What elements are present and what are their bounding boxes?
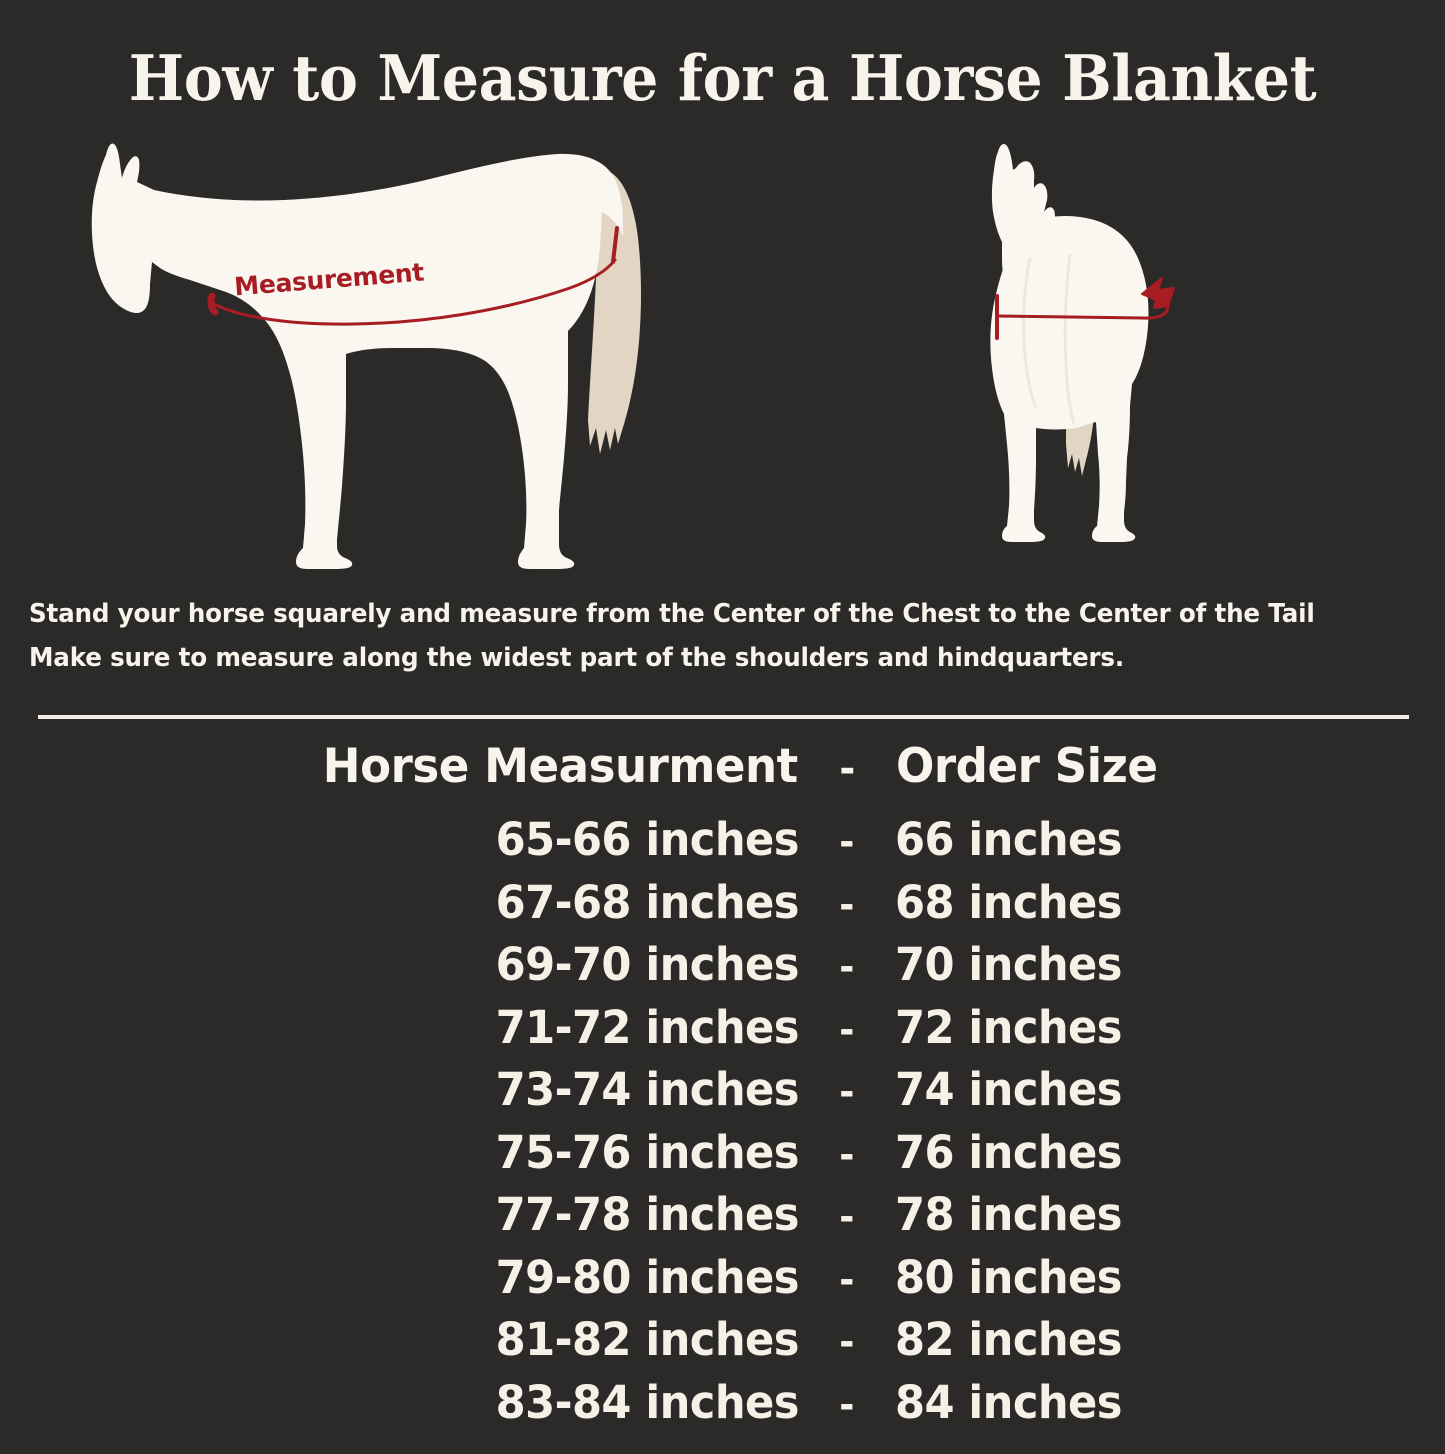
cell-measurement: 81-82 inches [495,1313,799,1366]
section-divider [38,715,1409,719]
cell-size: 82 inches [894,1313,1122,1366]
cell-dash: - [839,1070,854,1114]
cell-size: 74 inches [894,1063,1122,1116]
horse-rear-contour-1 [1022,257,1038,409]
cell-size: 76 inches [894,1125,1122,1179]
illustration-area: Measurement [0,128,1445,580]
size-chart-table: Horse Measurment - Order Size 65-66 inch… [0,734,1445,1435]
cell-size: 80 inches [894,1250,1122,1304]
table-row: 81-82 inches - 82 inches [0,1310,1445,1373]
header-cell-dash: - [839,746,856,792]
horse-body-rear [990,216,1149,542]
horse-rear-view-diagram [930,138,1220,578]
header-cell-size: Order Size [895,739,1158,794]
measurement-tick-end [611,226,619,264]
cell-measurement: 77-78 inches [495,1188,799,1241]
table-row: 75-76 inches - 76 inches [0,1123,1445,1186]
cell-measurement: 75-76 inches [495,1125,799,1179]
cell-dash: - [839,1195,854,1239]
table-row: 69-70 inches - 70 inches [0,935,1445,998]
table-row: 77-78 inches - 78 inches [0,1185,1445,1248]
cell-dash: - [839,1257,854,1302]
table-row: 79-80 inches - 80 inches [0,1248,1445,1311]
cell-measurement: 71-72 inches [495,1000,799,1054]
instruction-line-1: Stand your horse squarely and measure fr… [29,599,1315,629]
measurement-arrowhead-rear [1141,277,1175,309]
cell-size: 70 inches [894,938,1122,991]
cell-measurement: 79-80 inches [495,1250,799,1304]
cell-size: 66 inches [894,813,1122,866]
table-header-row: Horse Measurment - Order Size [0,734,1445,802]
table-row: 71-72 inches - 72 inches [0,998,1445,1061]
cell-size: 84 inches [894,1375,1122,1429]
cell-dash: - [839,1382,854,1427]
table-row: 73-74 inches - 74 inches [0,1060,1445,1123]
cell-dash: - [839,882,854,927]
table-row: 67-68 inches - 68 inches [0,873,1445,936]
cell-size: 72 inches [894,1000,1122,1054]
measurement-curve-side [212,258,617,326]
page-title: How to Measure for a Horse Blanket [128,41,1317,115]
measurement-tick-start [207,292,219,316]
measuring-instructions: Stand your horse squarely and measure fr… [29,592,1372,680]
cell-measurement: 73-74 inches [495,1063,799,1116]
instruction-line-2: Make sure to measure along the widest pa… [29,643,1125,673]
cell-dash: - [839,1132,854,1177]
cell-size: 68 inches [894,875,1122,929]
cell-dash: - [839,1007,854,1052]
horse-rear-contour-2 [1063,253,1076,425]
header-cell-measurement: Horse Measurment [322,739,798,794]
table-row: 83-84 inches - 84 inches [0,1373,1445,1436]
cell-measurement: 67-68 inches [495,875,799,929]
horse-tail-side [588,172,641,454]
cell-measurement: 83-84 inches [495,1375,799,1429]
cell-measurement: 69-70 inches [495,938,799,991]
horse-side-view-diagram: Measurement [62,128,702,576]
table-row: 65-66 inches - 66 inches [0,810,1445,873]
cell-measurement: 65-66 inches [495,813,799,866]
cell-dash: - [839,945,854,989]
measurement-line-rear [995,304,1170,320]
cell-size: 78 inches [894,1188,1122,1241]
horse-body-side [91,143,623,569]
cell-dash: - [839,1320,854,1364]
cell-dash: - [839,820,854,864]
